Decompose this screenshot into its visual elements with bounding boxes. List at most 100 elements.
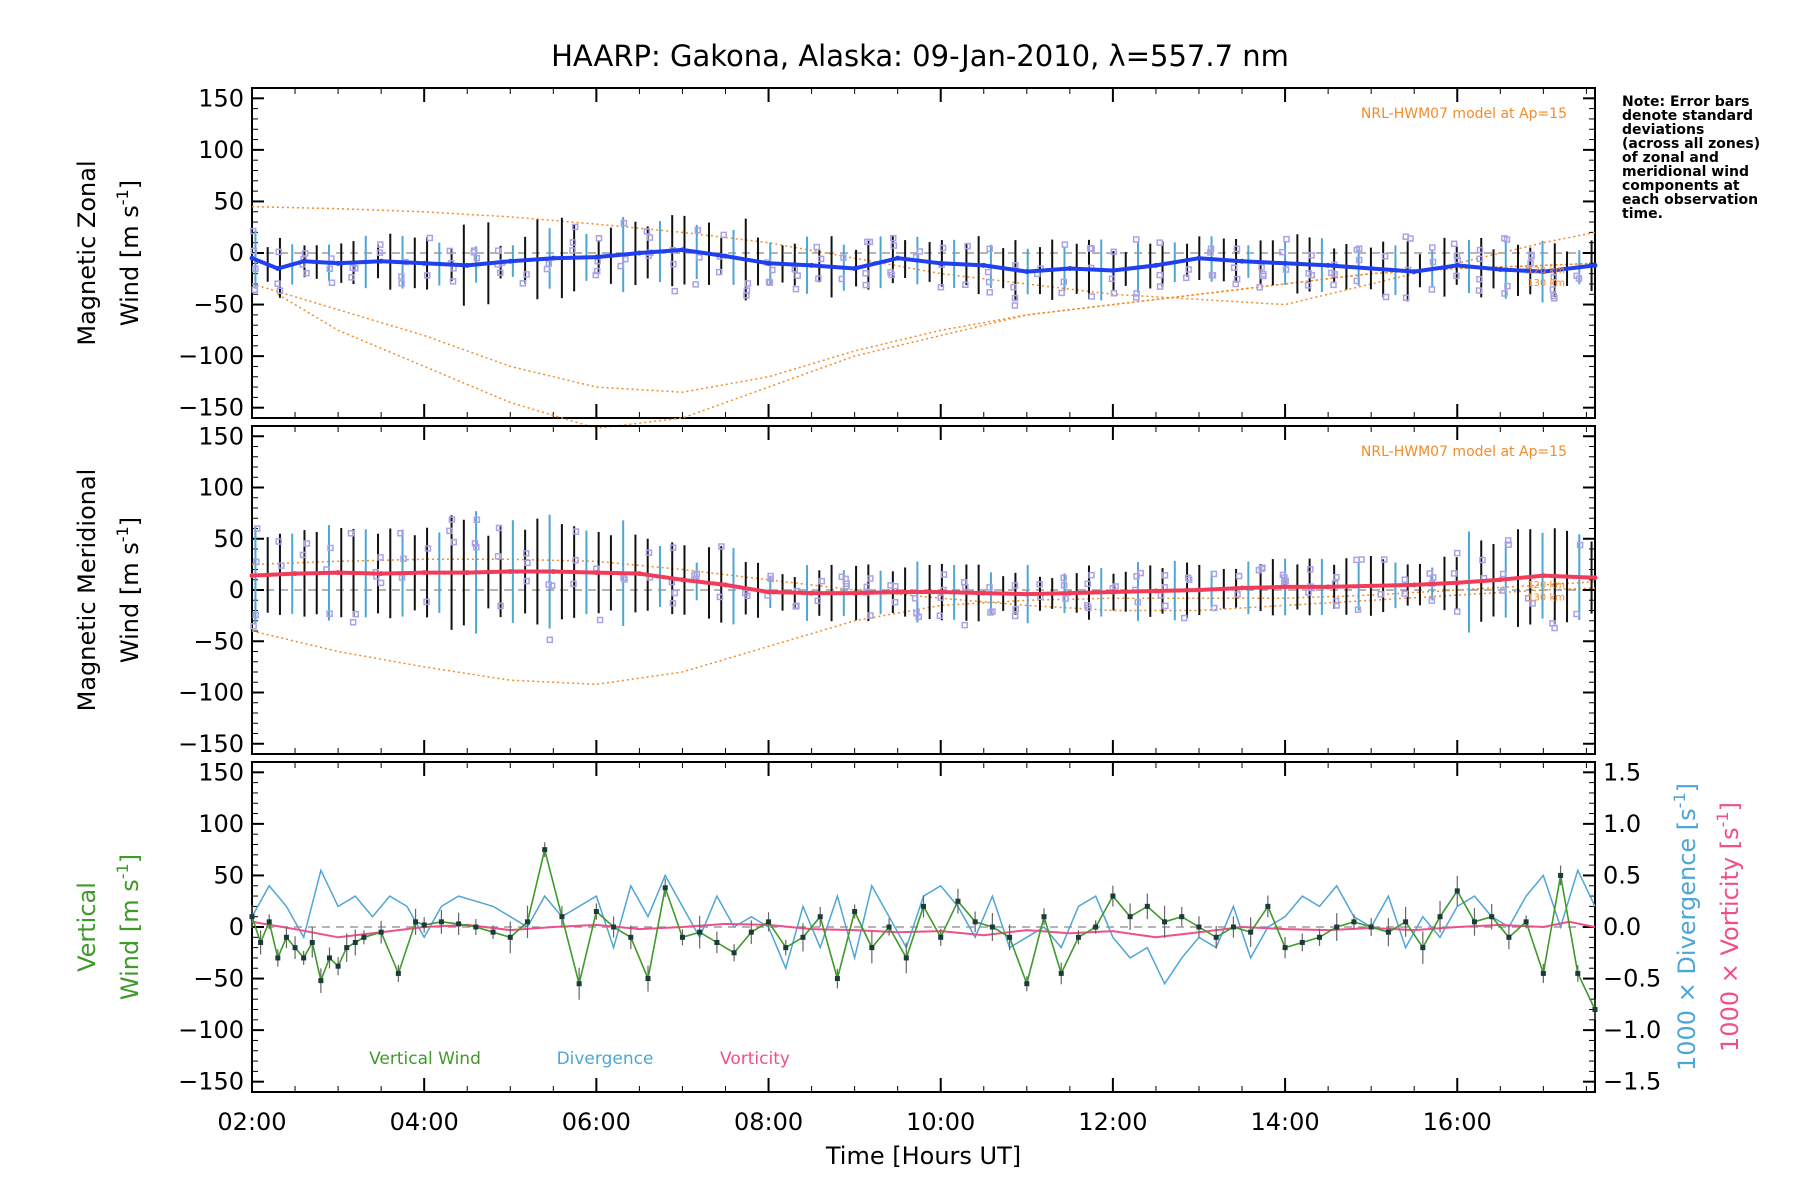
y-tick-label: −50 xyxy=(193,291,244,319)
y-tick-label: −150 xyxy=(178,1068,244,1096)
vertical-wind-point xyxy=(1093,924,1099,930)
zone-marker xyxy=(769,266,776,274)
zone-marker xyxy=(522,550,530,557)
zone-marker xyxy=(984,268,992,276)
zone-marker xyxy=(1550,273,1558,281)
vertical-wind-point xyxy=(344,945,350,951)
zone-marker xyxy=(1527,260,1534,267)
wind-point xyxy=(895,589,901,595)
wind-point xyxy=(809,262,815,268)
vertical-wind-point xyxy=(938,934,944,940)
vertical-wind-point xyxy=(817,914,823,920)
zone-marker xyxy=(545,260,553,267)
zone-marker xyxy=(545,581,552,588)
y-tick-label: 0 xyxy=(229,576,244,604)
zone-marker xyxy=(1011,582,1019,589)
zone-marker xyxy=(1012,262,1019,269)
zone-marker xyxy=(250,247,258,255)
vertical-wind-point xyxy=(852,909,858,915)
zone-marker xyxy=(1353,246,1361,254)
zone-marker xyxy=(620,574,627,582)
vertical-wind-point xyxy=(679,934,685,940)
zone-marker xyxy=(328,255,335,262)
x-tick-label: 06:00 xyxy=(562,1108,631,1136)
zone-marker xyxy=(450,538,458,546)
panel-zonal: −150 −100 −50 0 50 100 150 Magnetic Zonal Wind [… xyxy=(73,84,1598,430)
zone-marker xyxy=(867,575,874,582)
y-tick-label: −50 xyxy=(193,627,244,655)
zone-marker xyxy=(1062,595,1069,602)
zone-marker xyxy=(962,281,969,289)
zone-marker xyxy=(275,538,282,545)
vertical-wind-point xyxy=(309,939,315,945)
zone-marker xyxy=(694,227,702,234)
zone-marker xyxy=(1499,570,1507,578)
note-text: Note: Error bars denote standard deviati… xyxy=(1622,94,1760,222)
note-line: each observation xyxy=(1622,192,1758,208)
zone-marker xyxy=(1504,282,1511,290)
vertical-wind-line xyxy=(251,849,1596,1010)
vertical-wind-point xyxy=(318,978,324,984)
vertical-wind-point xyxy=(1058,970,1064,976)
vertical-wind-point xyxy=(1437,914,1443,920)
zone-marker xyxy=(473,543,480,551)
zone-marker xyxy=(1156,239,1164,246)
zone-marker xyxy=(1235,572,1243,580)
zone-marker xyxy=(813,243,821,251)
wind-point xyxy=(636,571,642,577)
wind-point xyxy=(1067,265,1073,271)
zone-marker xyxy=(1401,590,1408,597)
vertical-wind-point xyxy=(955,898,961,904)
wind-point xyxy=(1411,582,1417,588)
vertical-wind-point xyxy=(1110,893,1116,899)
zone-marker xyxy=(718,543,725,550)
zone-marker xyxy=(670,260,677,268)
zone-marker xyxy=(940,571,948,578)
y-tick-label: −150 xyxy=(178,394,244,422)
zone-marker xyxy=(817,255,825,263)
zone-marker xyxy=(765,278,773,286)
vertical-wind-point xyxy=(611,924,617,930)
vertical-wind-point xyxy=(1179,914,1185,920)
zone-marker xyxy=(326,610,333,617)
y-tick-label: 50 xyxy=(213,187,244,215)
zone-marker xyxy=(911,595,919,602)
model-curve xyxy=(251,205,1596,306)
zone-marker xyxy=(1133,572,1140,580)
vertical-wind-point xyxy=(1351,919,1357,925)
zone-marker xyxy=(377,579,385,587)
legend-item: Vertical Wind xyxy=(369,1049,481,1069)
vertical-wind-point xyxy=(1162,919,1168,925)
zone-marker xyxy=(1061,241,1069,248)
zone-marker xyxy=(569,239,577,246)
zone-marker xyxy=(622,255,629,263)
y-tick-label: 50 xyxy=(213,525,244,553)
vertical-wind-point xyxy=(972,919,978,925)
zone-marker xyxy=(1450,570,1458,577)
zone-marker xyxy=(1453,252,1461,259)
zone-marker xyxy=(986,289,993,296)
wind-point xyxy=(938,260,944,266)
model-curve xyxy=(251,558,1596,612)
wind-point xyxy=(1239,258,1245,264)
vertical-wind-point xyxy=(249,914,255,920)
x-tick-label: 12:00 xyxy=(1078,1108,1147,1136)
vertical-wind-point xyxy=(1144,903,1150,909)
wind-point xyxy=(766,260,772,266)
wind-point xyxy=(1497,577,1503,583)
vertical-wind-point xyxy=(1196,924,1202,930)
zone-marker xyxy=(838,275,846,283)
zone-marker xyxy=(1501,290,1508,297)
wind-point xyxy=(1067,590,1073,596)
zone-marker xyxy=(1283,235,1290,243)
zone-marker xyxy=(1377,591,1384,598)
panel-meridional: −150 −100 −50 0 50 100 150 Magnetic Meridional W… xyxy=(73,422,1598,758)
zone-marker xyxy=(1282,266,1290,273)
zone-marker xyxy=(1382,293,1390,301)
legend-item: Divergence xyxy=(557,1049,654,1069)
zone-marker xyxy=(1207,245,1215,252)
zone-marker xyxy=(669,544,677,551)
vertical-wind-point xyxy=(456,921,462,927)
zone-marker xyxy=(423,598,430,606)
vertical-wind-point xyxy=(697,929,703,935)
